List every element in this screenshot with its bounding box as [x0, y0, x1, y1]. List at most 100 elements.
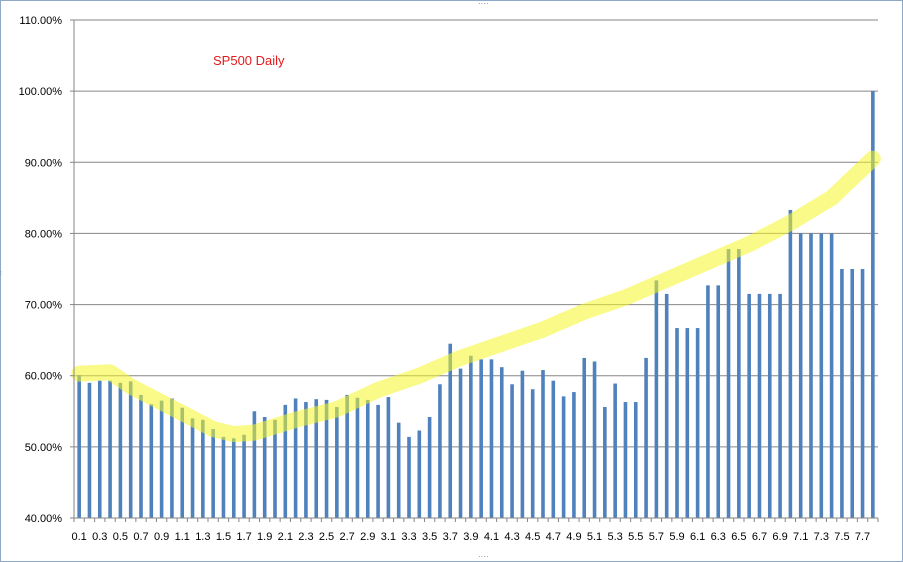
- bar: [396, 422, 401, 518]
- bar: [108, 380, 112, 518]
- bar: [139, 394, 143, 518]
- x-tick-label: 0.3: [92, 531, 107, 543]
- bar: [128, 381, 133, 518]
- x-tick-label: 2.5: [319, 531, 334, 543]
- bar: [819, 233, 824, 518]
- bar: [407, 436, 411, 518]
- bar: [767, 293, 772, 518]
- x-tick-label: 6.3: [711, 531, 726, 543]
- bar: [778, 293, 782, 518]
- bar: [365, 399, 370, 518]
- y-tick-label: 90.00%: [25, 157, 63, 169]
- bar: [221, 436, 226, 518]
- bottom-resize-handle[interactable]: ····: [478, 552, 489, 561]
- bar: [417, 430, 422, 518]
- bar: [695, 328, 700, 518]
- x-tick-label: 3.7: [443, 531, 458, 543]
- bar: [386, 397, 391, 518]
- x-tick-label: 1.3: [195, 531, 210, 543]
- bar: [211, 429, 215, 518]
- x-tick-label: 3.5: [422, 531, 437, 543]
- bar: [458, 368, 463, 518]
- x-tick-label: 6.5: [731, 531, 746, 543]
- y-tick-label: 60.00%: [25, 371, 63, 383]
- bar: [293, 398, 298, 518]
- x-tick-label: 2.1: [278, 531, 293, 543]
- x-tick-label: 2.9: [360, 531, 375, 543]
- bar: [633, 402, 638, 518]
- bar: [273, 419, 277, 518]
- bar: [757, 293, 762, 518]
- x-tick-label: 0.7: [133, 531, 148, 543]
- x-tick-label: 4.3: [504, 531, 519, 543]
- x-tick-label: 1.9: [257, 531, 272, 543]
- x-tick-label: 4.1: [484, 531, 499, 543]
- bar: [541, 370, 545, 518]
- y-axis-tick-labels: 40.00% 50.00% 60.00% 70.00% 80.00% 90.00% 100.…: [19, 15, 63, 525]
- x-tick-label: 6.1: [690, 531, 705, 543]
- bar: [97, 380, 102, 518]
- y-tick-label: 80.00%: [25, 228, 63, 240]
- bar: [87, 382, 92, 518]
- bar: [706, 285, 710, 518]
- bar: [438, 384, 442, 518]
- x-tick-label: 5.5: [628, 531, 643, 543]
- bar: [664, 293, 669, 518]
- bar: [798, 233, 803, 518]
- bar: [118, 382, 123, 518]
- gridlines: [74, 19, 878, 519]
- bar: [314, 399, 319, 518]
- bar: [324, 399, 329, 518]
- bar: [190, 418, 195, 518]
- bar: [355, 397, 360, 518]
- x-tick-label: 6.7: [752, 531, 767, 543]
- bar: [613, 383, 617, 518]
- bar: [170, 398, 174, 518]
- x-axis-tick-labels: 0.1 0.3 0.5 0.7 0.9 1.1 1.3 1.5 1.7 1.9 2.1 2.3 2.5 2…: [72, 531, 871, 543]
- bar: [479, 359, 483, 518]
- x-tick-label: 5.9: [669, 531, 684, 543]
- bar: [726, 249, 731, 518]
- x-tick-label: 6.9: [772, 531, 787, 543]
- left-resize-handle[interactable]: ⁝: [0, 271, 2, 277]
- bar: [345, 394, 349, 518]
- x-tick-label: 1.7: [236, 531, 251, 543]
- bar: [427, 416, 432, 518]
- x-tick-label: 3.3: [401, 531, 416, 543]
- bar: [335, 407, 339, 518]
- trend-highlight: [71, 150, 881, 443]
- y-tick-label: 70.00%: [25, 300, 63, 312]
- bar: [623, 402, 628, 518]
- x-tick-label: 1.5: [216, 531, 231, 543]
- bar: [448, 343, 453, 518]
- x-tick-label: 0.1: [72, 531, 87, 543]
- bar: [489, 359, 494, 518]
- x-tick-label: 4.5: [525, 531, 540, 543]
- x-tick-label: 7.7: [855, 531, 870, 543]
- bar: [252, 411, 257, 518]
- bar: [716, 285, 721, 518]
- bar: [582, 357, 587, 518]
- top-resize-handle[interactable]: ····: [478, 0, 489, 8]
- trend-highlight-stroke: [71, 150, 881, 443]
- bar: [149, 404, 154, 518]
- bar: [788, 209, 793, 519]
- bar: [376, 404, 380, 518]
- bar: [654, 280, 659, 518]
- y-tick-label: 100.00%: [19, 86, 63, 98]
- axes: [70, 19, 879, 522]
- x-tick-label: 2.7: [340, 531, 355, 543]
- y-tick-label: 110.00%: [19, 15, 62, 27]
- x-tick-label: 1.1: [175, 531, 190, 543]
- bar: [469, 355, 473, 518]
- bar-series: [77, 91, 875, 519]
- x-tick-label: 0.9: [154, 531, 169, 543]
- x-tick-label: 3.1: [381, 531, 396, 543]
- bar: [159, 400, 164, 518]
- bar: [871, 91, 875, 519]
- bar: [231, 438, 236, 518]
- bar: [551, 380, 556, 518]
- bar: [737, 249, 741, 518]
- bar: [262, 416, 267, 518]
- bar: [592, 361, 597, 518]
